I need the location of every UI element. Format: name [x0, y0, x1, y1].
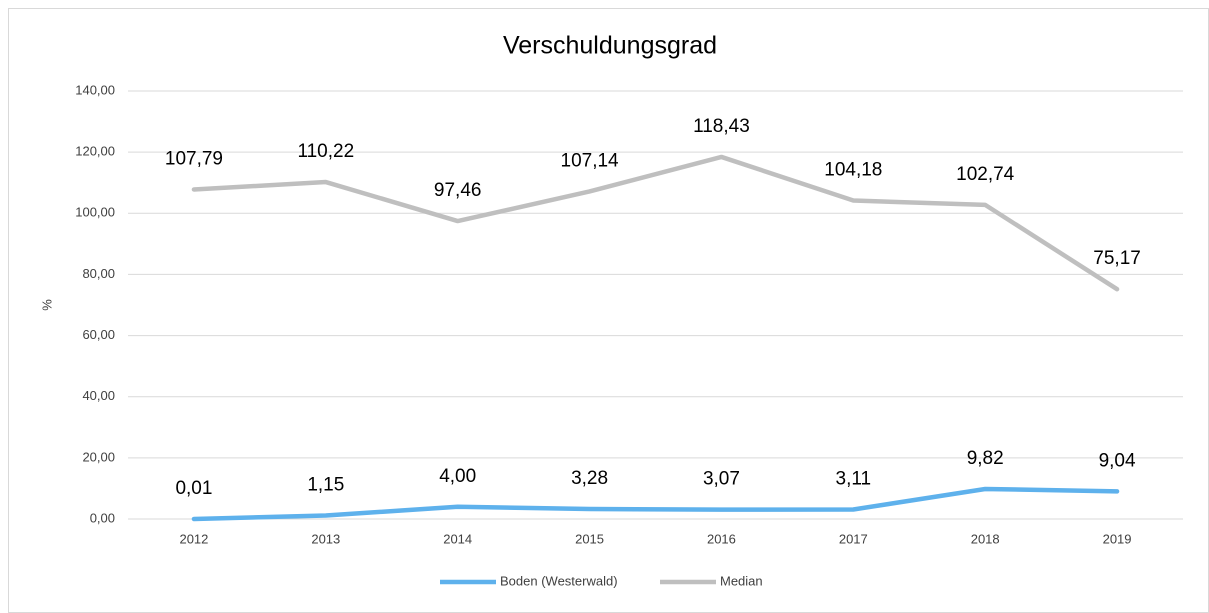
data-label: 9,82 — [967, 448, 1004, 469]
legend-label: Median — [720, 573, 763, 588]
legend-label: Boden (Westerwald) — [500, 573, 618, 588]
data-label: 107,79 — [165, 148, 223, 169]
data-label: 3,28 — [571, 468, 608, 489]
chart-title: Verschuldungsgrad — [503, 32, 717, 60]
data-label: 97,46 — [434, 180, 482, 201]
data-label: 102,74 — [956, 164, 1015, 185]
x-tick-label: 2014 — [443, 531, 472, 546]
x-tick-label: 2015 — [575, 531, 604, 546]
y-tick-label: 0,00 — [90, 510, 115, 525]
y-tick-label: 120,00 — [75, 144, 115, 159]
series-line — [191, 154, 1120, 292]
y-tick-label: 40,00 — [82, 388, 115, 403]
data-label: 104,18 — [824, 160, 882, 181]
x-tick-label: 2012 — [179, 531, 208, 546]
data-label: 4,00 — [439, 466, 476, 487]
x-tick-label: 2016 — [707, 531, 736, 546]
data-label: 75,17 — [1093, 248, 1141, 269]
y-tick-label: 140,00 — [75, 82, 115, 97]
data-label: 1,15 — [307, 474, 344, 495]
y-tick-label: 60,00 — [82, 327, 115, 342]
y-tick-label: 100,00 — [75, 205, 115, 220]
y-axis-label: % — [39, 299, 54, 311]
series-line — [191, 486, 1120, 522]
data-label: 3,07 — [703, 469, 740, 490]
y-tick-label: 20,00 — [82, 449, 115, 464]
data-label: 3,11 — [836, 469, 872, 490]
chart-border — [8, 8, 1209, 613]
data-label: 110,22 — [297, 141, 354, 162]
data-label: 107,14 — [561, 150, 620, 171]
x-tick-label: 2018 — [971, 531, 1000, 546]
x-tick-label: 2019 — [1103, 531, 1132, 546]
data-label: 0,01 — [175, 478, 212, 499]
data-label: 9,04 — [1099, 450, 1136, 471]
x-tick-label: 2017 — [839, 531, 868, 546]
data-label: 118,43 — [693, 116, 750, 137]
y-tick-label: 80,00 — [82, 266, 115, 281]
x-tick-label: 2013 — [311, 531, 340, 546]
